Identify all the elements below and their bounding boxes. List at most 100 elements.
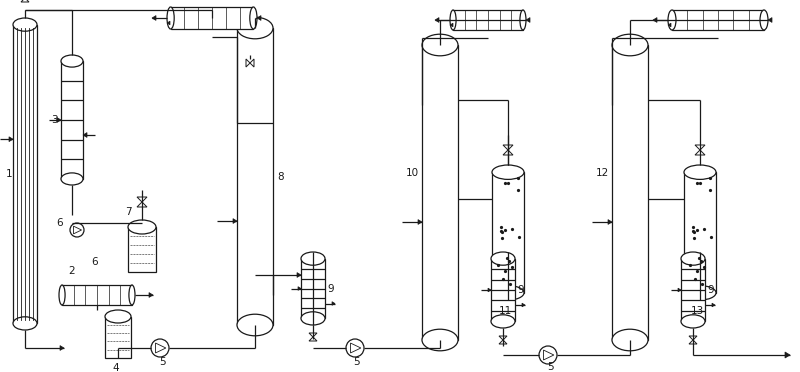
Text: 6: 6 [57, 218, 63, 228]
Polygon shape [350, 343, 361, 353]
Text: 9: 9 [708, 285, 714, 295]
Polygon shape [298, 287, 301, 290]
Text: 1: 1 [6, 169, 12, 179]
Polygon shape [503, 145, 513, 150]
Polygon shape [21, 0, 29, 2]
Bar [105, 317, 131, 358]
Polygon shape [503, 150, 513, 155]
Bar [61, 61, 83, 179]
Ellipse shape [492, 165, 524, 179]
Bar [681, 259, 705, 321]
Polygon shape [137, 202, 147, 207]
Text: 5: 5 [158, 357, 166, 367]
Text: 3: 3 [50, 115, 58, 125]
Polygon shape [689, 340, 697, 344]
Ellipse shape [684, 165, 716, 179]
Text: 9: 9 [328, 283, 334, 294]
Text: 12: 12 [595, 168, 609, 178]
Text: 7: 7 [125, 207, 131, 217]
Polygon shape [712, 303, 715, 307]
Polygon shape [435, 17, 439, 22]
Ellipse shape [520, 10, 526, 30]
Bar [491, 259, 515, 321]
Polygon shape [309, 337, 317, 341]
Ellipse shape [681, 315, 705, 328]
Ellipse shape [61, 55, 83, 67]
Polygon shape [332, 302, 335, 305]
Ellipse shape [59, 285, 65, 305]
Ellipse shape [422, 34, 458, 56]
Text: 5: 5 [354, 357, 360, 367]
Ellipse shape [612, 329, 648, 351]
Polygon shape [74, 226, 82, 234]
Ellipse shape [13, 317, 37, 330]
Polygon shape [152, 16, 156, 20]
Polygon shape [155, 343, 166, 353]
Polygon shape [488, 288, 491, 292]
Text: 13: 13 [690, 306, 704, 316]
Ellipse shape [61, 173, 83, 185]
Polygon shape [137, 197, 147, 202]
Ellipse shape [492, 286, 524, 300]
Ellipse shape [301, 312, 325, 325]
Polygon shape [522, 303, 525, 307]
Ellipse shape [684, 286, 716, 300]
Text: 4: 4 [113, 363, 119, 372]
Bar [301, 259, 325, 318]
Polygon shape [257, 16, 261, 20]
Ellipse shape [668, 10, 676, 30]
Ellipse shape [105, 310, 131, 323]
Polygon shape [250, 59, 254, 67]
Polygon shape [668, 23, 671, 27]
Bar [672, 10, 764, 30]
Polygon shape [695, 145, 705, 150]
Circle shape [539, 346, 557, 364]
Polygon shape [543, 350, 554, 360]
Polygon shape [309, 333, 317, 337]
Circle shape [151, 339, 169, 357]
Text: 6: 6 [92, 257, 98, 267]
Bar [128, 227, 156, 272]
Polygon shape [246, 59, 250, 67]
Text: 9: 9 [518, 285, 524, 295]
Text: 11: 11 [498, 306, 512, 316]
Polygon shape [768, 17, 772, 22]
Polygon shape [689, 336, 697, 340]
Polygon shape [149, 293, 153, 297]
Ellipse shape [128, 220, 156, 234]
Polygon shape [499, 336, 507, 340]
Bar [492, 172, 524, 293]
Bar [170, 7, 254, 29]
Polygon shape [418, 219, 422, 224]
Polygon shape [678, 288, 681, 292]
Polygon shape [57, 118, 61, 122]
Text: 5: 5 [546, 362, 554, 372]
Polygon shape [695, 150, 705, 155]
Text: 8: 8 [278, 171, 284, 182]
Ellipse shape [167, 7, 174, 29]
Bar [422, 45, 458, 340]
Ellipse shape [760, 10, 768, 30]
Text: 2: 2 [69, 266, 75, 276]
Polygon shape [60, 346, 64, 350]
Ellipse shape [681, 252, 705, 265]
Text: 10: 10 [406, 168, 418, 178]
Polygon shape [450, 23, 453, 27]
Polygon shape [233, 219, 237, 224]
Ellipse shape [250, 7, 257, 29]
Ellipse shape [612, 34, 648, 56]
Polygon shape [499, 340, 507, 344]
Circle shape [70, 223, 84, 237]
Polygon shape [526, 17, 530, 22]
Bar [453, 10, 523, 30]
Ellipse shape [491, 252, 515, 265]
Bar [684, 172, 716, 293]
Polygon shape [297, 273, 301, 278]
Ellipse shape [491, 315, 515, 328]
Polygon shape [9, 137, 13, 142]
Polygon shape [608, 219, 612, 224]
Polygon shape [167, 21, 170, 25]
Bar [13, 25, 37, 323]
Ellipse shape [13, 18, 37, 31]
Circle shape [346, 339, 364, 357]
